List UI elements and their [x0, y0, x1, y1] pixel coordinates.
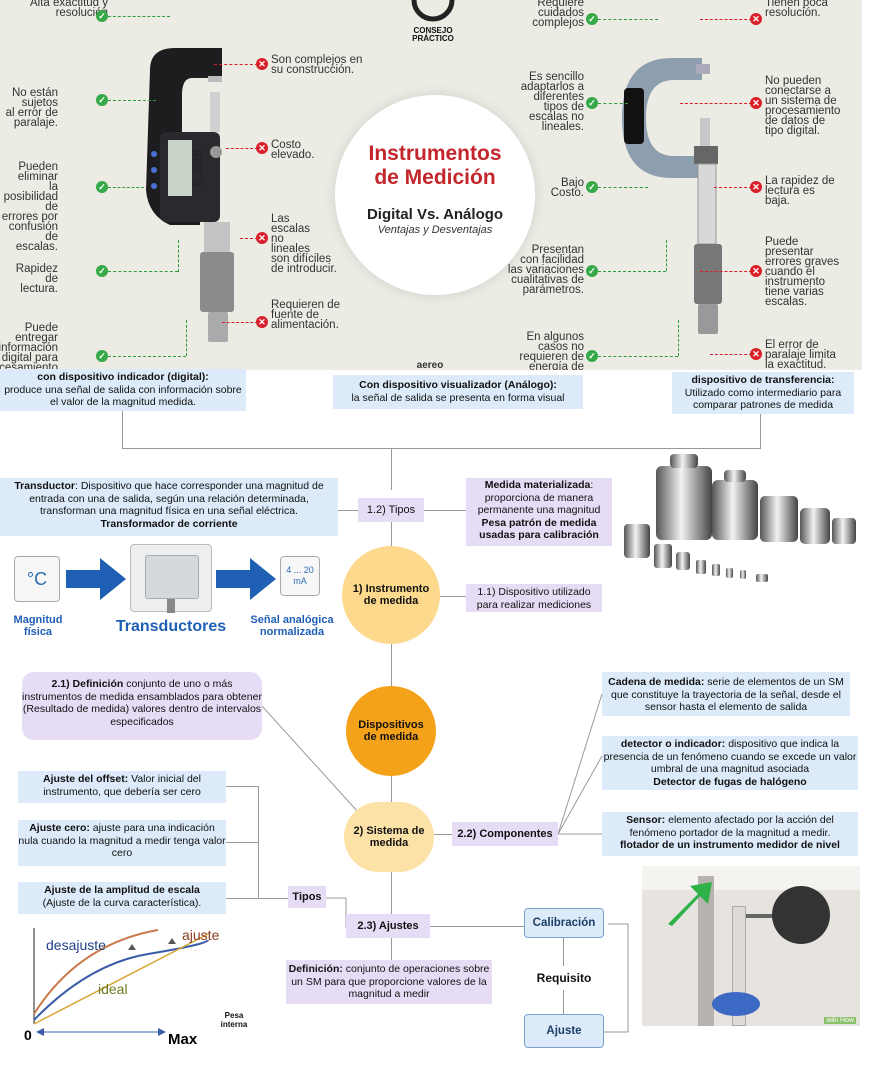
detector-box: detector o indicador: dispositivo que in… — [602, 736, 858, 790]
left-con-3: Las escalas no lineales son difíciles de… — [271, 213, 337, 275]
right-con-1: Tienen poca resolución. — [765, 0, 828, 19]
con-x-icon: ✕ — [750, 181, 762, 193]
logo-text: CONSEJO PRÁCTICO — [412, 26, 454, 43]
desajuste-label: desajuste — [46, 937, 106, 953]
adjustment-graph: desajuste ajuste ideal 0 Max — [24, 927, 220, 1048]
analog-display-box: Con dispositivo visualizador (Análogo): l… — [333, 375, 583, 409]
transducer-device-image — [130, 544, 212, 613]
con-x-icon: ✕ — [256, 142, 268, 154]
right-pro-5: En algunos casos no requieren de energía… — [519, 331, 584, 370]
calibracion-node: Calibración — [524, 908, 604, 938]
sistema-node: 2) Sistema de medida — [344, 802, 434, 872]
left-pro-3: Pueden eliminar la posibilidad de errore… — [1, 161, 58, 253]
float-sensor-image: wiki How — [642, 866, 860, 1026]
left-pro-5: Puede entregar información digital para … — [0, 322, 58, 370]
pro-check-icon: ✓ — [96, 181, 108, 193]
wikihow-watermark: wiki How — [824, 1017, 856, 1024]
con-x-icon: ✕ — [750, 13, 762, 25]
right-pro-2: Es sencillo adaptarlos a diferentes tipo… — [520, 71, 584, 133]
tipos-node: 1.2) Tipos — [358, 498, 424, 522]
infographic-banner: CONSEJO PRÁCTICO Instrumentos de Medición … — [0, 0, 862, 370]
right-con-3: La rapidez de lectura es baja. — [765, 175, 835, 207]
digital-micrometer-image: 0.580 — [146, 48, 234, 342]
right-con-5: El error de paralaje limita la exactitud… — [765, 339, 836, 370]
digital-indicator-box: con dispositivo indicador (digital): prod… — [0, 369, 246, 411]
arrow-right-icon — [66, 558, 126, 600]
pro-check-icon: ✓ — [96, 10, 108, 22]
right-pro-3: Bajo Costo. — [550, 177, 584, 199]
senal-analogica-label: Señal analógica normalizada — [250, 614, 334, 638]
left-con-1: Son complejos en su construcción. — [271, 54, 363, 76]
definicion-ajustes-box: Definición: conjunto de operaciones sobr… — [286, 960, 492, 1004]
tipos-ajuste-node: Tipos — [288, 886, 326, 908]
right-pro-1: Requiere cuidados complejos — [532, 0, 584, 29]
right-con-4: Puede presentar errores graves cuando el… — [765, 236, 840, 308]
left-con-2: Costo elevado. — [271, 139, 315, 161]
ajuste-amplitud-box: Ajuste de la amplitud de escala (Ajuste d… — [18, 882, 226, 914]
left-pro-2: No están sujetos al error de paralaje. — [5, 87, 58, 129]
dispositivo-utilizado-box: 1.1) Dispositivo utilizado para realizar… — [466, 584, 602, 612]
definicion-box: 2.1) Definición conjunto de uno o más in… — [22, 672, 262, 740]
weights-image — [624, 454, 856, 582]
temperature-icon: °C — [14, 556, 60, 602]
transductores-label: Transductores — [115, 618, 227, 635]
arrow-icon — [668, 882, 712, 926]
pro-check-icon: ✓ — [586, 13, 598, 25]
title: Instrumentos de Medición — [368, 142, 502, 189]
ajustes-node: 2.3) Ajustes — [346, 914, 430, 938]
analog-signal-icon: 4 ... 20 mA — [280, 556, 320, 596]
consejo-logo-icon — [411, 0, 455, 22]
medida-materializada-box: Medida materializada: proporciona de man… — [466, 478, 612, 546]
title-circle — [335, 95, 535, 295]
pro-check-icon: ✓ — [96, 94, 108, 106]
ajuste-offset-box: Ajuste del offset: Valor inicial del ins… — [18, 771, 226, 803]
pesa-interna-label: Pesa interna — [220, 1011, 248, 1029]
pro-check-icon: ✓ — [586, 181, 598, 193]
cadena-medida-box: Cadena de medida: serie de elementos de … — [602, 672, 850, 716]
pro-check-icon: ✓ — [96, 350, 108, 362]
pro-check-icon: ✓ — [586, 97, 598, 109]
con-x-icon: ✕ — [256, 232, 268, 244]
sensor-box: Sensor: elemento afectado por la acción … — [602, 812, 858, 856]
analog-micrometer-image — [622, 58, 722, 334]
requisito-label: Requisito — [536, 971, 592, 985]
transfer-device-box: dispositivo de transferencia: Utilizado c… — [672, 372, 854, 414]
right-pro-4: Presentan con facilidad las variaciones … — [507, 244, 584, 296]
componentes-node: 2.2) Componentes — [452, 822, 558, 846]
pro-check-icon: ✓ — [586, 265, 598, 277]
magnitud-fisica-label: Magnitud física — [13, 614, 63, 638]
ajuste-cero-box: Ajuste cero: ajuste para una indicación … — [18, 820, 226, 866]
svg-text:0.580: 0.580 — [191, 150, 205, 186]
pro-check-icon: ✓ — [96, 265, 108, 277]
pro-check-icon: ✓ — [586, 350, 598, 362]
ajuste-node: Ajuste — [524, 1014, 604, 1048]
left-pro-1: Alta exactitud y resolución — [30, 0, 108, 19]
con-x-icon: ✕ — [750, 265, 762, 277]
right-con-2: No pueden conectarse a un sistema de pro… — [765, 75, 841, 137]
con-x-icon: ✕ — [750, 348, 762, 360]
left-pro-4: Rapidez de lectura. — [15, 263, 58, 295]
instrumento-node: 1) Instrumento de medida — [342, 546, 440, 644]
arrow-right-icon — [216, 558, 276, 600]
con-x-icon: ✕ — [256, 58, 268, 70]
ideal-label: ideal — [98, 981, 128, 997]
max-label: Max — [168, 1031, 198, 1048]
left-con-4: Requieren de fuente de alimentación. — [271, 299, 341, 331]
subtitle-2: Ventajas y Desventajas — [377, 224, 493, 236]
dispositivos-node: Dispositivos de medida — [346, 686, 436, 776]
zero-label: 0 — [24, 1027, 32, 1043]
ajuste-label: ajuste — [182, 927, 220, 943]
con-x-icon: ✕ — [750, 97, 762, 109]
con-x-icon: ✕ — [256, 316, 268, 328]
subtitle: Digital Vs. Análogo — [366, 206, 504, 223]
transductor-box: Transductor: Dispositivo que hace corres… — [0, 478, 338, 536]
brand-label: aereo — [416, 360, 444, 370]
